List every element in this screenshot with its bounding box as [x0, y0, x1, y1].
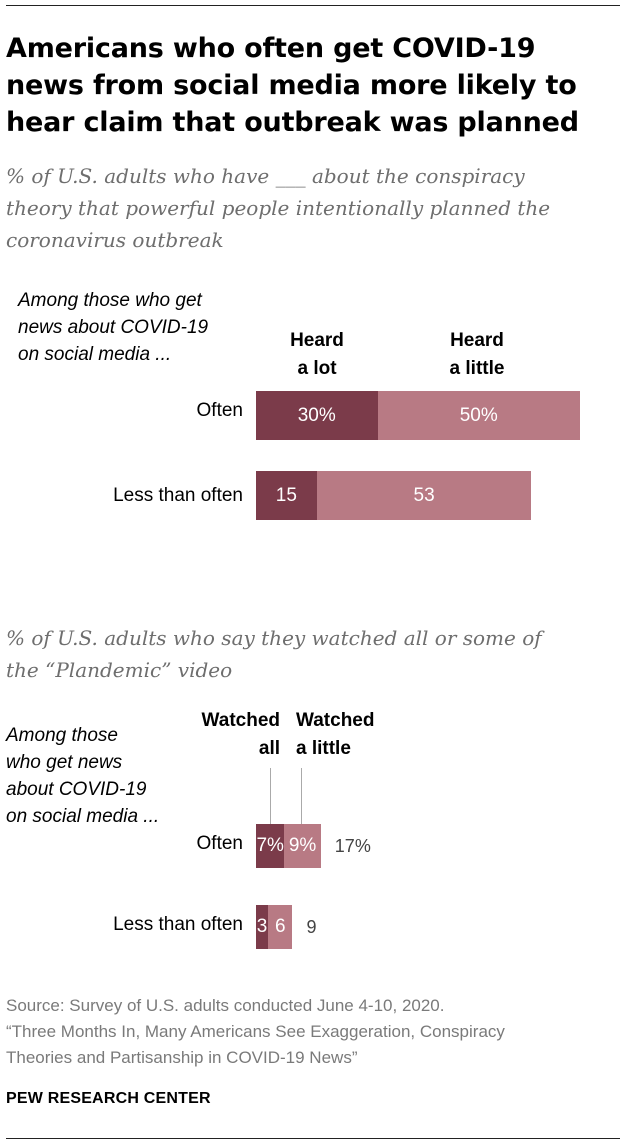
chart1-legend-heard-a-lot: Heard a lot — [257, 327, 377, 383]
chart2-leader-watched-a-little — [301, 768, 302, 829]
group-label-line: Among those who get — [18, 290, 202, 311]
group-label-line: on social media ... — [18, 344, 172, 365]
chart2-bar-often-watched-a-little: 9% — [284, 824, 321, 868]
chart2-subtitle: % of U.S. adults who say they watched al… — [6, 622, 606, 686]
subtitle-line: % of U.S. adults who have ___ about the … — [6, 164, 525, 188]
chart2-row-label-less-than-often: Less than often — [113, 914, 243, 935]
org-logo: PEW RESEARCH CENTER — [6, 1090, 211, 1107]
top-rule — [6, 5, 620, 6]
legend-line: Watched — [296, 710, 375, 731]
subtitle-line: coronavirus outbreak — [6, 228, 224, 252]
source-line: Source: Survey of U.S. adults conducted … — [6, 996, 445, 1015]
legend-line: Watched — [201, 710, 280, 731]
source-line: Theories and Partisanship in COVID-19 Ne… — [6, 1048, 358, 1067]
chart2-leader-watched-all — [270, 768, 271, 829]
chart2-legend-watched-all: Watched all — [170, 707, 280, 763]
source-note: Source: Survey of U.S. adults conducted … — [6, 993, 616, 1071]
legend-line: a little — [296, 738, 351, 759]
chart1-legend-heard-a-little: Heard a little — [407, 327, 547, 383]
bottom-rule — [6, 1138, 620, 1139]
chart2-legend-watched-a-little: Watched a little — [296, 707, 406, 763]
chart-title: Americans who often get COVID-19 news fr… — [6, 30, 606, 141]
group-label-line: about COVID-19 — [6, 779, 147, 800]
chart1-group-label: Among those who get news about COVID-19 … — [18, 287, 208, 368]
subtitle-line: % of U.S. adults who say they watched al… — [6, 626, 542, 650]
source-line: “Three Months In, Many Americans See Exa… — [6, 1022, 505, 1041]
chart2-total-often: 17% — [334, 836, 371, 856]
chart2-bar-less-watched-a-little: 6 — [268, 905, 293, 949]
legend-line: a lot — [297, 358, 337, 379]
title-line: Americans who often get COVID-19 — [6, 33, 536, 64]
legend-line: Heard — [290, 330, 344, 351]
subtitle-line: theory that powerful people intentionall… — [6, 196, 551, 220]
chart2-bar-often-watched-all: 7% — [256, 824, 285, 868]
group-label-line: Among those — [6, 725, 118, 746]
chart2-total-less-than-often: 9 — [306, 917, 317, 937]
chart1-row-label-less-than-often: Less than often — [113, 485, 243, 506]
title-line: news from social media more likely to — [6, 70, 577, 101]
group-label-line: news about COVID-19 — [18, 317, 209, 338]
group-label-line: who get news — [6, 752, 123, 773]
legend-line: all — [258, 738, 280, 759]
title-line: hear claim that outbreak was planned — [6, 107, 579, 138]
chart2-group-label: Among those who get news about COVID-19 … — [6, 722, 159, 830]
chart1-row-label-often: Often — [196, 400, 243, 421]
chart1-bar-often-heard-a-lot: 30% — [256, 391, 378, 440]
chart2-bar-less-watched-all: 3 — [256, 905, 269, 949]
chart1-bar-less-heard-a-lot: 15 — [256, 471, 317, 520]
chart2-row-label-often: Often — [196, 833, 243, 854]
chart1-bar-less-heard-a-little: 53 — [316, 471, 532, 520]
legend-line: a little — [449, 358, 505, 379]
legend-line: Heard — [450, 330, 504, 351]
chart1-bar-often-heard-a-little: 50% — [377, 391, 580, 440]
group-label-line: on social media ... — [6, 806, 160, 827]
subtitle-line: the “Plandemic” video — [6, 658, 233, 682]
chart1-subtitle: % of U.S. adults who have ___ about the … — [6, 160, 606, 256]
